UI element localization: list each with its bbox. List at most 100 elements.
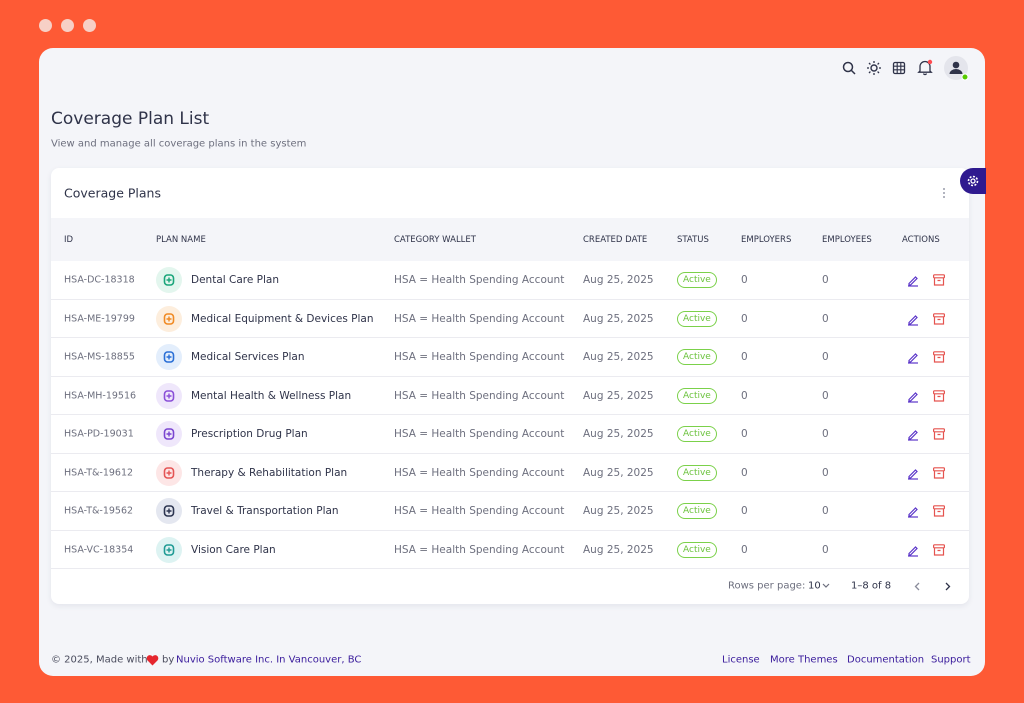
status-badge: Active — [677, 349, 717, 366]
employers-count: 0 — [741, 274, 748, 287]
column-header: ACTIONS — [902, 235, 940, 245]
footer-company-link[interactable]: Nuvio Software Inc. In Vancouver, BC — [176, 654, 362, 666]
table-row — [51, 415, 969, 454]
plan-icon — [156, 459, 182, 486]
employers-count: 0 — [741, 428, 748, 441]
settings-toggle[interactable] — [960, 168, 986, 194]
table-header — [51, 218, 969, 261]
category-wallet: HSA = Health Spending Account — [394, 466, 565, 479]
plan-id: HSA-PD-19031 — [64, 428, 134, 440]
edit-button[interactable] — [907, 313, 919, 326]
category-wallet: HSA = Health Spending Account — [394, 351, 565, 364]
plan-id: HSA-MS-18855 — [64, 351, 135, 363]
theme-icon[interactable] — [867, 61, 881, 75]
plan-name: Medical Services Plan — [191, 351, 305, 364]
notifications-icon[interactable] — [917, 59, 933, 76]
archive-button[interactable] — [933, 466, 946, 479]
status-badge: Active — [677, 310, 717, 327]
table-row — [51, 300, 969, 338]
footer-link[interactable]: Documentation — [847, 654, 925, 666]
edit-button[interactable] — [907, 351, 919, 364]
status-badge: Active — [677, 272, 717, 289]
apps-icon[interactable] — [892, 61, 906, 75]
footer-link[interactable]: More Themes — [770, 654, 838, 666]
pagination-range: 1–8 of 8 — [851, 580, 892, 592]
card-menu[interactable] — [942, 187, 946, 199]
employers-count: 0 — [741, 351, 748, 364]
window-dot — [39, 19, 52, 32]
archive-button[interactable] — [933, 505, 946, 517]
employers-count: 0 — [741, 543, 748, 556]
created-date: Aug 25, 2025 — [583, 274, 654, 287]
settings-icon[interactable] — [966, 174, 980, 188]
page-title: Coverage Plan List — [51, 109, 210, 129]
plan-name: Dental Care Plan — [191, 274, 279, 287]
category-wallet: HSA = Health Spending Account — [394, 543, 565, 556]
edit-button[interactable] — [907, 467, 919, 480]
edit-button[interactable] — [907, 428, 919, 441]
column-header: STATUS — [677, 235, 709, 245]
plan-icon — [156, 267, 182, 294]
table-row — [51, 492, 969, 531]
category-wallet: HSA = Health Spending Account — [394, 505, 565, 518]
plan-icon — [156, 536, 182, 563]
status-badge: Active — [677, 464, 717, 481]
employees-count: 0 — [822, 312, 829, 325]
employees-count: 0 — [822, 389, 829, 402]
edit-button[interactable] — [907, 505, 919, 518]
window-dot — [61, 19, 74, 32]
edit-button[interactable] — [907, 544, 919, 557]
column-header: CATEGORY WALLET — [394, 235, 476, 245]
created-date: Aug 25, 2025 — [583, 351, 654, 364]
status-badge: Active — [677, 541, 717, 558]
archive-button[interactable] — [933, 389, 946, 402]
status-badge: Active — [677, 503, 717, 520]
employees-count: 0 — [822, 543, 829, 556]
select-caret[interactable] — [822, 583, 830, 589]
window-dot — [83, 19, 96, 32]
plan-name: Prescription Drug Plan — [191, 428, 308, 441]
employees-count: 0 — [822, 466, 829, 479]
footer-link[interactable]: License — [722, 654, 760, 666]
footer-copyright: © 2025, Made with — [51, 654, 148, 666]
category-wallet: HSA = Health Spending Account — [394, 428, 565, 441]
employees-count: 0 — [822, 505, 829, 518]
status-badge: Active — [677, 426, 717, 443]
plan-name: Medical Equipment & Devices Plan — [191, 312, 374, 325]
edit-button[interactable] — [907, 274, 919, 287]
edit-button[interactable] — [907, 390, 919, 403]
table-row — [51, 377, 969, 415]
archive-button[interactable] — [933, 312, 946, 325]
rows-per-page-label: Rows per page: — [728, 580, 806, 592]
search-icon[interactable] — [842, 61, 856, 75]
table-row — [51, 454, 969, 492]
footer-link[interactable]: Support — [931, 654, 971, 666]
plan-id: HSA-DC-18318 — [64, 274, 135, 286]
employers-count: 0 — [741, 389, 748, 402]
column-header: CREATED DATE — [583, 235, 648, 245]
employees-count: 0 — [822, 428, 829, 441]
archive-button[interactable] — [933, 543, 946, 556]
created-date: Aug 25, 2025 — [583, 505, 654, 518]
card-title: Coverage Plans — [64, 185, 161, 201]
user-avatar[interactable] — [944, 56, 970, 82]
created-date: Aug 25, 2025 — [583, 312, 654, 325]
plan-icon — [156, 344, 182, 371]
rows-per-page-select[interactable]: 10 — [808, 580, 821, 592]
heart-icon — [146, 655, 159, 666]
footer-by: by — [162, 654, 175, 666]
next-page[interactable] — [945, 582, 951, 591]
plan-id: HSA-MH-19516 — [64, 390, 137, 402]
prev-page[interactable] — [914, 582, 920, 591]
status-badge: Active — [677, 387, 717, 404]
created-date: Aug 25, 2025 — [583, 428, 654, 441]
employees-count: 0 — [822, 274, 829, 287]
employers-count: 0 — [741, 505, 748, 518]
column-header: EMPLOYERS — [741, 235, 792, 245]
created-date: Aug 25, 2025 — [583, 543, 654, 556]
plan-name: Mental Health & Wellness Plan — [191, 389, 352, 402]
archive-button[interactable] — [933, 428, 946, 440]
archive-button[interactable] — [933, 351, 946, 363]
archive-button[interactable] — [933, 274, 946, 286]
